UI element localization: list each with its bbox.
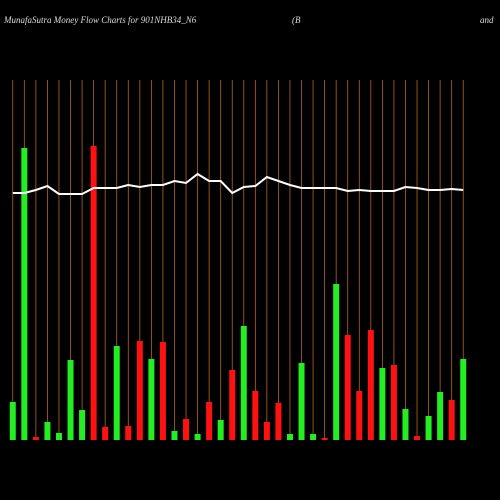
bar [402,409,409,440]
bar [67,360,74,440]
bar [275,403,282,440]
bar [183,419,190,440]
bar [55,433,62,440]
bar [298,363,305,440]
bar [148,359,155,440]
bar [263,422,270,440]
chart-subtitle-right: and [480,15,494,25]
bar [21,148,28,440]
price-line [12,172,464,195]
bar [136,341,143,440]
bar [425,416,432,440]
bar [240,326,247,440]
bar [194,434,201,440]
bar [286,434,293,440]
bar [125,426,132,440]
bar [344,335,351,440]
bar [9,402,16,440]
chart-subtitle: (B [292,15,301,25]
bar [79,410,86,440]
bar [252,391,259,440]
bar [310,434,317,440]
bar [102,427,109,440]
bar [437,392,444,440]
bar [356,391,363,440]
bar [206,402,213,440]
bar [217,420,224,440]
bar [90,146,97,440]
bar [379,368,386,440]
bar [229,370,236,440]
bar [171,431,178,440]
bar [367,330,374,440]
bar [390,365,397,440]
bar [414,436,421,440]
bar [32,437,39,440]
bar [159,342,166,440]
bar [333,284,340,440]
bar [448,400,455,440]
chart-title: MunafaSutra Money Flow Charts for 901NHB… [3,15,197,25]
bar [460,359,467,440]
bar [113,346,120,440]
bar [321,438,328,440]
bar [44,422,51,440]
